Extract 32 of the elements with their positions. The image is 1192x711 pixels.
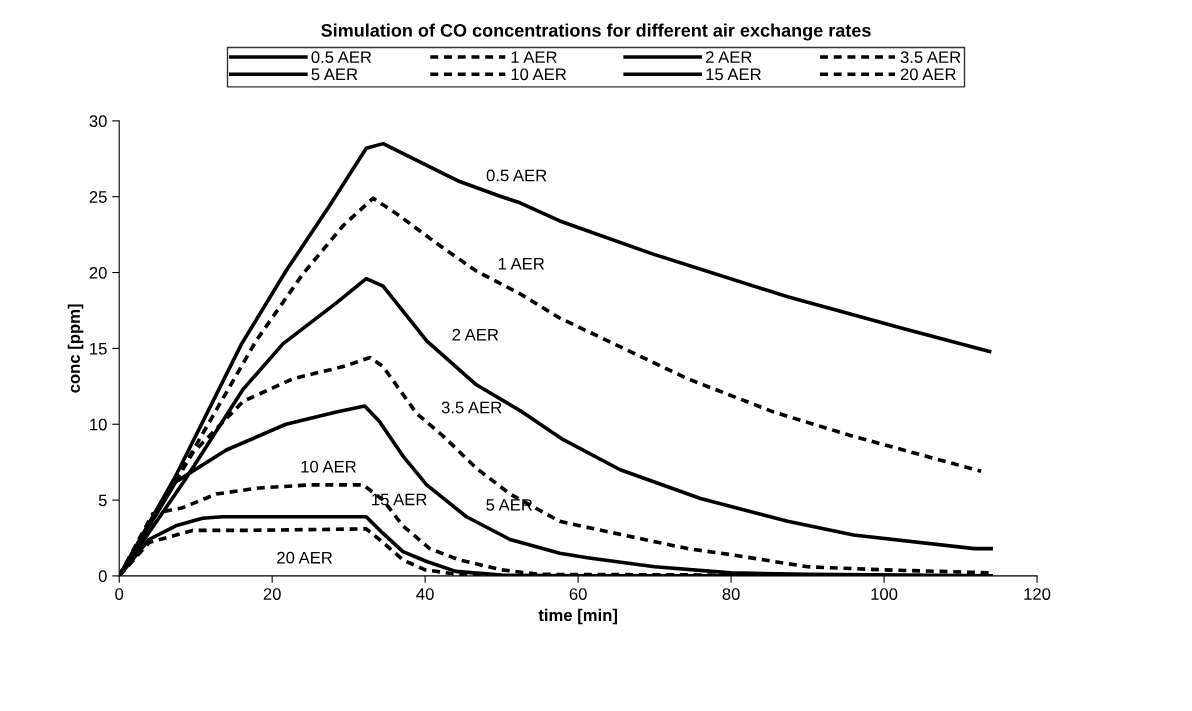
annotation: 5 AER — [486, 499, 533, 511]
annotation: 10 AER — [301, 460, 356, 473]
x-tick-label: 120 — [1024, 588, 1051, 600]
x-tick-label: 80 — [722, 588, 740, 600]
legend-label: 0.5 AER — [311, 51, 372, 64]
legend-label: 15 AER — [706, 68, 761, 81]
y-tick-label: 5 — [98, 494, 107, 507]
legend-label: 20 AER — [900, 68, 956, 81]
annotation: 1 AER — [498, 257, 545, 270]
legend-label: 2 AER — [706, 51, 752, 63]
annotation: 3.5 AER — [441, 401, 502, 414]
x-axis-title: time [min] — [538, 608, 617, 625]
x-tick-label: 0 — [115, 588, 124, 600]
y-axis-title: conc [ppm] — [67, 304, 84, 393]
annotation: 2 AER — [452, 328, 499, 341]
x-tick-label: 40 — [416, 588, 434, 600]
x-tick-label: 60 — [569, 588, 587, 600]
legend-label: 10 AER — [511, 68, 567, 81]
x-tick-label: 100 — [871, 588, 898, 600]
legend-label: 3.5 AER — [900, 51, 961, 64]
annotation: 20 AER — [277, 551, 333, 564]
legend-label: 1 AER — [511, 51, 557, 63]
annotation: 0.5 AER — [486, 169, 547, 182]
x-tick-label: 20 — [263, 588, 281, 600]
y-tick-label: 20 — [89, 266, 107, 279]
y-tick-label: 10 — [90, 418, 107, 431]
legend-label: 5 AER — [311, 68, 358, 81]
y-tick-label: 0 — [98, 570, 107, 583]
chart-title: Simulation of CO concentrations for different air exchange rates — [321, 23, 871, 41]
y-tick-label: 30 — [89, 115, 107, 128]
y-tick-label: 25 — [89, 191, 107, 203]
y-tick-label: 15 — [90, 342, 107, 355]
